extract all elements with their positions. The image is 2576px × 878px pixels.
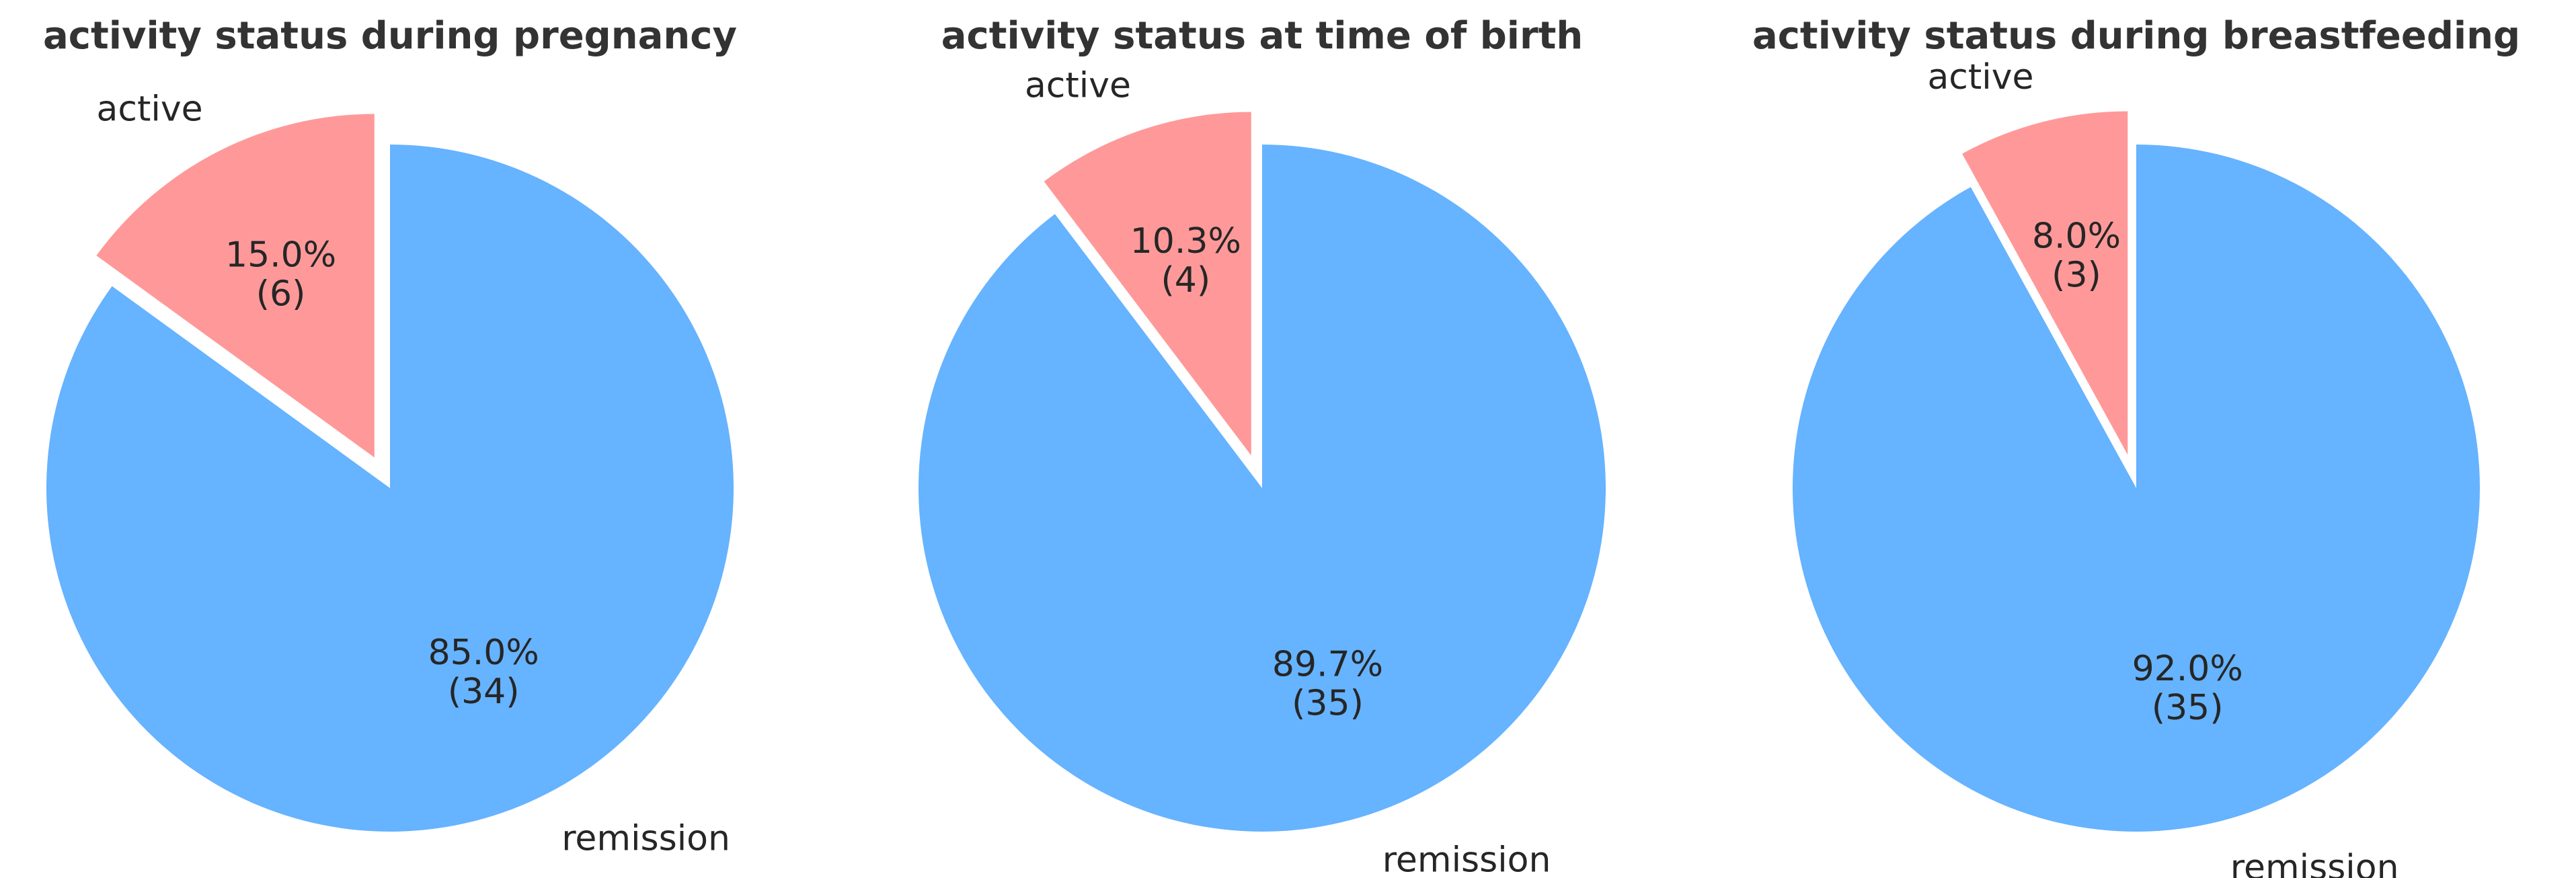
slice-value-label-active: 10.3% (4) [1130,221,1241,301]
pie-panel-birth: active 10.3% (4) remission 89.7% (35) activity… [859,0,1717,878]
slice-count-remission: (35) [2152,688,2224,728]
slice-label-remission: remission [561,818,730,859]
slice-value-label-remission: 89.7% (35) [1272,645,1383,724]
chart-title-breastfeeding: activity status during breastfeeding [1752,14,2520,58]
slice-count-active: (3) [2052,255,2101,296]
pie-panel-breastfeeding: active 8.0% (3) remission 92.0% (35) activity … [1717,0,2576,878]
slice-value-label-active: 8.0% (3) [2032,216,2121,296]
pie-chart-breastfeeding: active 8.0% (3) remission 92.0% (35) activity … [1752,14,2520,878]
slice-label-active: active [97,89,203,130]
slice-label-remission: remission [2230,848,2399,878]
slice-active [96,114,375,458]
slice-remission [919,145,1606,832]
slice-value-label-active: 15.0% (6) [225,235,336,314]
slice-remission [1793,145,2481,832]
slice-label-remission: remission [1382,840,1551,878]
slice-count-active: (4) [1161,260,1210,301]
slice-pct-active: 8.0% [2032,216,2121,257]
slice-pct-active: 15.0% [225,235,336,275]
slice-remission [46,145,734,832]
slice-value-label-remission: 92.0% (35) [2132,649,2243,728]
pie-chart-birth: active 10.3% (4) remission 89.7% (35) activity… [919,14,1606,878]
slice-count-remission: (35) [1292,684,1364,724]
slice-label-active: active [1927,57,2033,97]
slice-label-active: active [1025,66,1131,106]
chart-title-birth: activity status at time of birth [941,14,1584,58]
slice-value-label-remission: 85.0% (34) [428,633,539,712]
slice-count-active: (6) [256,274,306,314]
slice-count-remission: (34) [448,672,520,712]
slice-pct-remission: 85.0% [428,633,539,673]
slice-pct-active: 10.3% [1130,221,1241,262]
pie-chart-pregnancy: active 15.0% (6) remission 85.0% (34) activity… [43,14,737,859]
slice-pct-remission: 92.0% [2132,649,2243,689]
slice-pct-remission: 89.7% [1272,645,1383,685]
slice-active [1962,111,2128,455]
slice-active [1044,112,1251,456]
chart-title-pregnancy: activity status during pregnancy [43,14,737,58]
pie-panel-pregnancy: active 15.0% (6) remission 85.0% (34) activity… [0,0,859,878]
